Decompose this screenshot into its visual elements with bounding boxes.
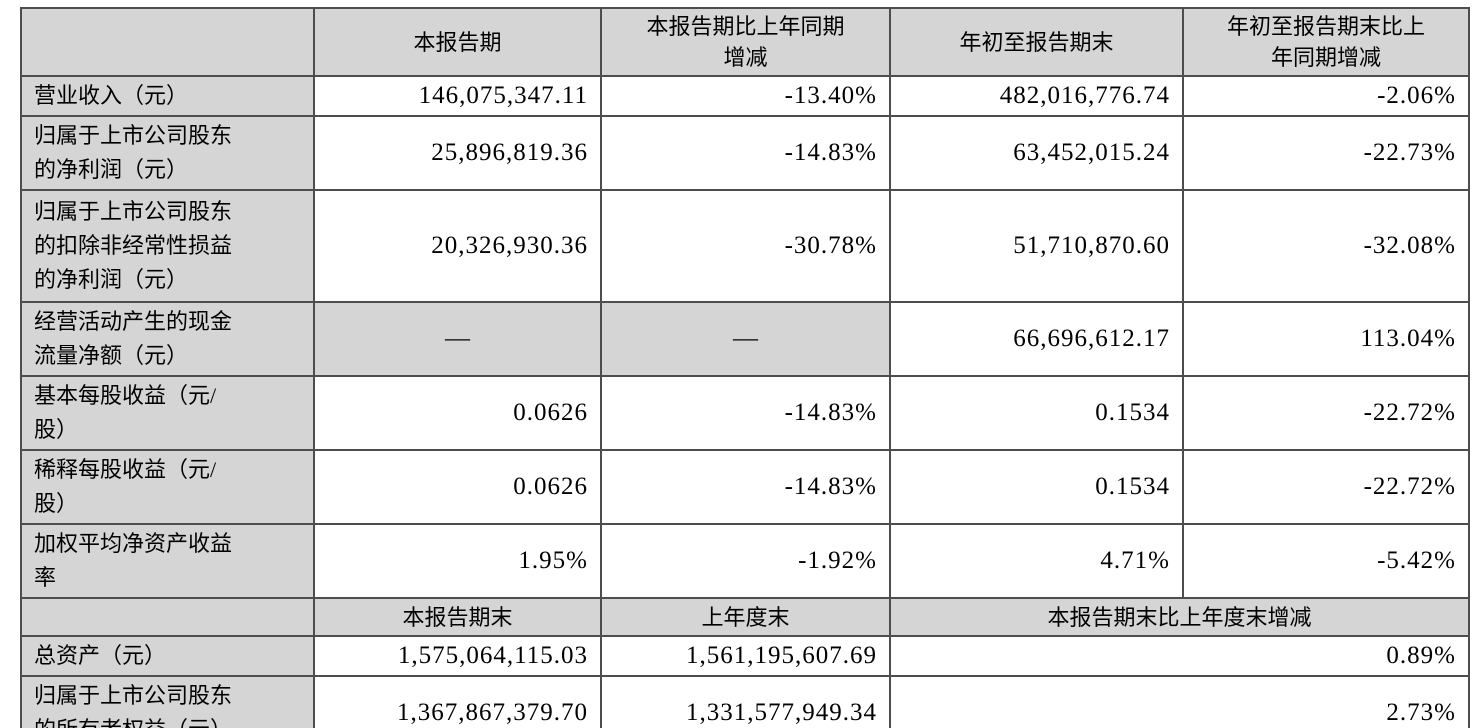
diluted-eps-yoy: -14.83% [600, 449, 891, 525]
basic-eps-yoy: -14.83% [600, 375, 891, 451]
net-profit-ytd-yoy: -22.73% [1182, 115, 1470, 191]
header-row-period-end: 本报告期末 上年度末 本报告期末比上年度末增减 [20, 597, 1470, 637]
row-basic-eps: 基本每股收益（元/ 股） 0.0626 -14.83% 0.1534 -22.7… [20, 375, 1470, 451]
shareholders-equity-prior-year-end: 1,331,577,949.34 [600, 675, 891, 728]
net-profit-current: 25,896,819.36 [313, 115, 602, 191]
operating-cash-flow-ytd-yoy: 113.04% [1182, 301, 1470, 377]
operating-revenue-ytd-yoy: -2.06% [1182, 75, 1470, 117]
row-operating-revenue: 营业收入（元） 146,075,347.11 -13.40% 482,016,7… [20, 75, 1470, 117]
operating-revenue-ytd: 482,016,776.74 [889, 75, 1184, 117]
row-weighted-avg-roe: 加权平均净资产收益 率 1.95% -1.92% 4.71% -5.42% [20, 523, 1470, 599]
net-profit-yoy: -14.83% [600, 115, 891, 191]
row-label-shareholders-equity: 归属于上市公司股东 的所有者权益（元） [20, 675, 315, 728]
operating-cash-flow-ytd: 66,696,612.17 [889, 301, 1184, 377]
row-label-basic-eps: 基本每股收益（元/ 股） [20, 375, 315, 451]
operating-revenue-yoy: -13.40% [600, 75, 891, 117]
net-profit-excl-current: 20,326,930.36 [313, 189, 602, 303]
diluted-eps-ytd-yoy: -22.72% [1182, 449, 1470, 525]
row-label-operating-revenue: 营业收入（元） [20, 75, 315, 117]
row-diluted-eps: 稀释每股收益（元/ 股） 0.0626 -14.83% 0.1534 -22.7… [20, 449, 1470, 525]
shareholders-equity-current-end: 1,367,867,379.70 [313, 675, 602, 728]
diluted-eps-current: 0.0626 [313, 449, 602, 525]
total-assets-current-end: 1,575,064,115.03 [313, 635, 602, 677]
net-profit-excl-ytd-yoy: -32.08% [1182, 189, 1470, 303]
total-assets-prior-year-end: 1,561,195,607.69 [600, 635, 891, 677]
header2-empty-cell [20, 597, 315, 637]
net-profit-excl-ytd: 51,710,870.60 [889, 189, 1184, 303]
financial-summary-table: 本报告期 本报告期比上年同期 增减 年初至报告期末 年初至报告期末比上 年同期增… [20, 7, 1470, 728]
basic-eps-current: 0.0626 [313, 375, 602, 451]
header-current-period-yoy-change: 本报告期比上年同期 增减 [600, 7, 891, 77]
weighted-avg-roe-ytd: 4.71% [889, 523, 1184, 599]
header-current-period-end: 本报告期末 [313, 597, 602, 637]
row-operating-cash-flow: 经营活动产生的现金 流量净额（元） — — 66,696,612.17 113.… [20, 301, 1470, 377]
row-label-operating-cash-flow: 经营活动产生的现金 流量净额（元） [20, 301, 315, 377]
row-label-net-profit-excl-nonrecurring: 归属于上市公司股东 的扣除非经常性损益 的净利润（元） [20, 189, 315, 303]
shareholders-equity-change: 2.73% [889, 675, 1470, 728]
row-shareholders-equity: 归属于上市公司股东 的所有者权益（元） 1,367,867,379.70 1,3… [20, 675, 1470, 728]
row-label-net-profit: 归属于上市公司股东 的净利润（元） [20, 115, 315, 191]
header-row-period: 本报告期 本报告期比上年同期 增减 年初至报告期末 年初至报告期末比上 年同期增… [20, 7, 1470, 77]
row-net-profit-excl-nonrecurring: 归属于上市公司股东 的扣除非经常性损益 的净利润（元） 20,326,930.3… [20, 189, 1470, 303]
header-year-to-date-yoy-change: 年初至报告期末比上 年同期增减 [1182, 7, 1470, 77]
operating-cash-flow-yoy-dash: — [600, 301, 891, 377]
row-label-weighted-avg-roe: 加权平均净资产收益 率 [20, 523, 315, 599]
header-prior-year-end: 上年度末 [600, 597, 891, 637]
header-current-period: 本报告期 [313, 7, 602, 77]
operating-revenue-current: 146,075,347.11 [313, 75, 602, 117]
net-profit-excl-yoy: -30.78% [600, 189, 891, 303]
header-empty-cell [20, 7, 315, 77]
operating-cash-flow-current-dash: — [313, 301, 602, 377]
row-label-total-assets: 总资产（元） [20, 635, 315, 677]
total-assets-change: 0.89% [889, 635, 1470, 677]
basic-eps-ytd-yoy: -22.72% [1182, 375, 1470, 451]
diluted-eps-ytd: 0.1534 [889, 449, 1184, 525]
header-year-to-date: 年初至报告期末 [889, 7, 1184, 77]
net-profit-ytd: 63,452,015.24 [889, 115, 1184, 191]
weighted-avg-roe-current: 1.95% [313, 523, 602, 599]
weighted-avg-roe-ytd-yoy: -5.42% [1182, 523, 1470, 599]
row-net-profit: 归属于上市公司股东 的净利润（元） 25,896,819.36 -14.83% … [20, 115, 1470, 191]
row-label-diluted-eps: 稀释每股收益（元/ 股） [20, 449, 315, 525]
header-period-end-vs-prior-year-end-change: 本报告期末比上年度末增减 [889, 597, 1470, 637]
row-total-assets: 总资产（元） 1,575,064,115.03 1,561,195,607.69… [20, 635, 1470, 677]
basic-eps-ytd: 0.1534 [889, 375, 1184, 451]
weighted-avg-roe-yoy: -1.92% [600, 523, 891, 599]
